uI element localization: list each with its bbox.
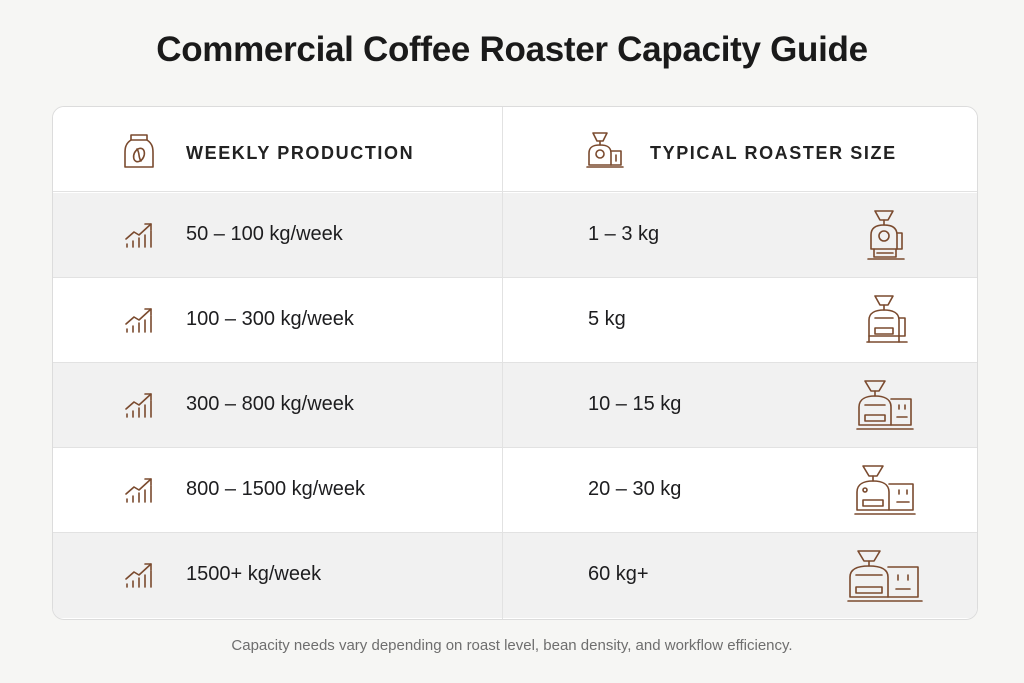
growth-chart-icon [123,389,157,423]
table-row: 1500+ kg/week 60 kg+ [53,533,977,618]
growth-chart-icon [123,219,157,253]
coffee-bag-icon [117,129,161,173]
page-title: Commercial Coffee Roaster Capacity Guide [156,30,868,69]
roaster-size-value: 5 kg [588,308,626,330]
roaster-icon [583,129,627,173]
footnote: Capacity needs vary depending on roast l… [231,637,793,654]
roaster-medium-icon [853,377,917,435]
roaster-small-icon [863,207,909,265]
production-value: 800 – 1500 kg/week [186,478,366,500]
production-value: 100 – 300 kg/week [186,308,354,330]
table-header-row: WEEKLY PRODUCTION TYPICAL ROASTER SIZE [53,107,977,192]
roaster-size-value: 60 kg+ [588,563,649,585]
production-value: 50 – 100 kg/week [186,223,343,245]
growth-chart-icon [123,304,157,338]
table-row: 300 – 800 kg/week 10 – 15 kg [53,363,977,448]
roaster-medium-icon [851,462,919,520]
header-weekly-production: WEEKLY PRODUCTION [186,143,415,163]
table-row: 100 – 300 kg/week 5 kg [53,278,977,363]
roaster-size-value: 10 – 15 kg [588,393,682,415]
header-typical-roaster-size: TYPICAL ROASTER SIZE [650,143,897,163]
roaster-size-value: 20 – 30 kg [588,478,682,500]
column-divider [502,107,503,619]
roaster-large-icon [846,547,924,607]
growth-chart-icon [123,474,157,508]
production-value: 1500+ kg/week [186,563,322,585]
growth-chart-icon [123,559,157,593]
capacity-table: WEEKLY PRODUCTION TYPICAL ROASTER SIZE 5… [52,106,978,620]
production-value: 300 – 800 kg/week [186,393,354,415]
roaster-size-value: 1 – 3 kg [588,223,660,245]
table-row: 50 – 100 kg/week 1 – 3 kg [53,193,977,278]
roaster-small-icon [861,292,911,350]
table-row: 800 – 1500 kg/week 20 – 30 kg [53,448,977,533]
